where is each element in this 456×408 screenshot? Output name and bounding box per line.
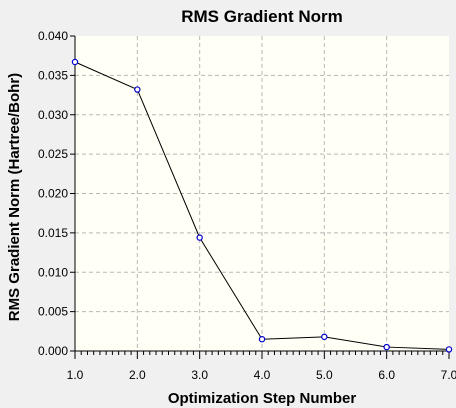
x-tick-label: 3.0 bbox=[191, 368, 208, 382]
data-point bbox=[196, 234, 203, 241]
axes: 0.000 0.005 0.010 0.015 0.020 0.025 0.030 0.035… bbox=[38, 29, 456, 382]
data-point bbox=[383, 343, 390, 351]
x-tick-label: 1.0 bbox=[67, 368, 84, 382]
data-point bbox=[445, 346, 453, 353]
x-tick-label: 2.0 bbox=[129, 368, 146, 382]
data-point bbox=[134, 86, 141, 93]
data-point bbox=[71, 58, 79, 66]
series bbox=[71, 58, 453, 353]
y-tick-label: 0.035 bbox=[38, 68, 68, 82]
x-tick-label: 7.0 bbox=[441, 368, 456, 382]
y-axis-label: RMS Gradient Norm (Hartree/Bohr) bbox=[6, 73, 23, 321]
x-tick-label: 4.0 bbox=[254, 368, 271, 382]
x-tick-label: 6.0 bbox=[378, 368, 395, 382]
y-tick-label: 0.025 bbox=[38, 147, 68, 161]
y-tick-label: 0.030 bbox=[38, 108, 68, 122]
x-tick-label: 5.0 bbox=[316, 368, 333, 382]
y-tick-label: 0.000 bbox=[38, 344, 68, 358]
y-tick-label: 0.020 bbox=[38, 187, 68, 201]
y-tick-label: 0.005 bbox=[38, 305, 68, 319]
data-point bbox=[258, 335, 266, 343]
y-tick-label: 0.010 bbox=[38, 265, 68, 279]
data-point bbox=[321, 333, 328, 341]
y-tick-label: 0.015 bbox=[38, 226, 68, 240]
x-axis-label: Optimization Step Number bbox=[168, 390, 357, 407]
y-tick-label: 0.040 bbox=[38, 29, 68, 43]
chart-title: RMS Gradient Norm bbox=[181, 7, 343, 26]
